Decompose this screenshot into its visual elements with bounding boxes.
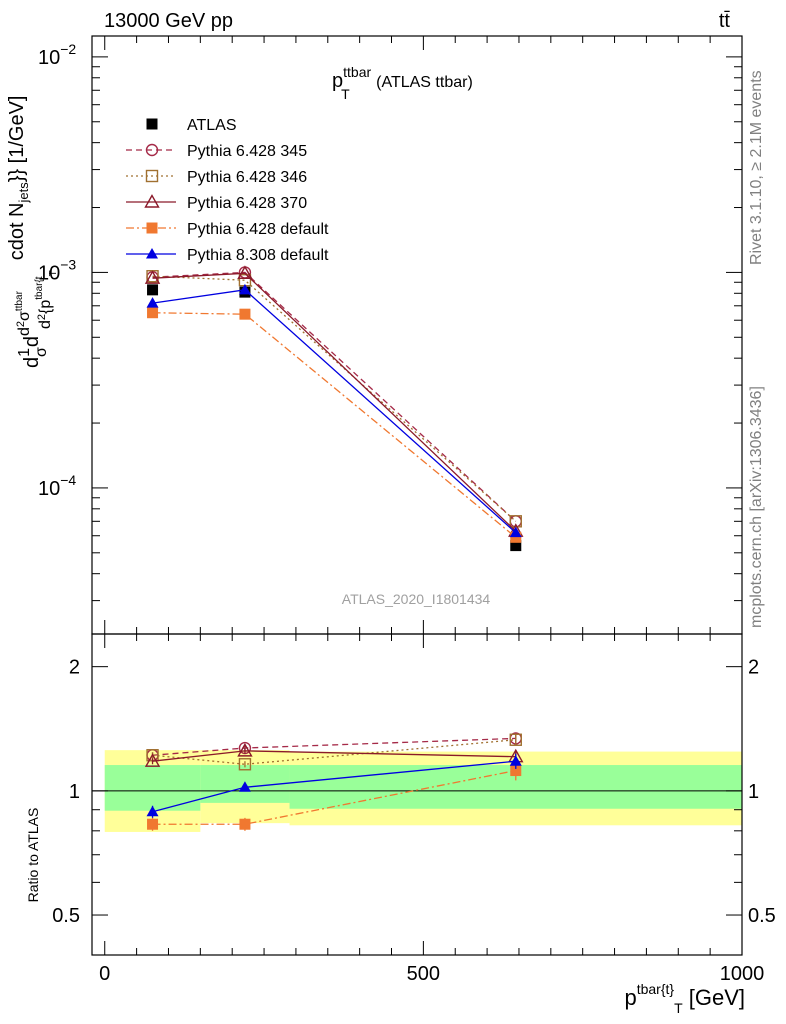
main-series-line-2 [152, 275, 517, 522]
ratio-y-tick-label-0: 0.5 [52, 905, 80, 927]
ylabel-part-13: cdot N [6, 202, 28, 260]
ratio-point-4-2 [509, 755, 522, 766]
xlabel-rest: [GeV] [683, 985, 745, 1010]
ylabel-part-1: 1 [16, 348, 33, 357]
legend-label-5: Pythia 8.308 default [187, 247, 329, 264]
rivet-version-label: Rivet 3.1.10, ≥ 2.1M events [748, 70, 765, 265]
legend-label-2: Pythia 6.428 346 [187, 169, 307, 186]
main-y-tick-exp-2: −4 [60, 472, 76, 488]
ratio-point-4-0 [146, 805, 159, 817]
legend-marker-2 [145, 169, 159, 183]
x-tick-label-0: 0 [99, 963, 110, 985]
ratio-frame [91, 633, 743, 956]
title-sup: ttbar [343, 64, 371, 80]
main-point-0-0 [147, 284, 159, 296]
legend-label-3: Pythia 6.428 370 [187, 195, 307, 212]
main-y-axis-label: d1σdd2σttbard2{ptbar{tTcdot Njets}} [1/G… [6, 96, 59, 368]
ylabel-part-10: {p [37, 300, 54, 314]
main-y-tick-label-2: 10−4 [38, 472, 76, 500]
ratio-uncertainty-bands [92, 750, 742, 832]
green-band-0 [104, 765, 201, 811]
main-series-group [144, 265, 524, 552]
mcplots-label: mcplots.cern.ch [arXiv:1306.3436] [748, 386, 765, 628]
main-point-0-2 [510, 540, 522, 552]
ratio-point-1-1 [238, 758, 252, 771]
main-point-5-2 [509, 526, 522, 538]
main-point-3-0 [144, 270, 161, 284]
ylabel-part-3: d [21, 336, 43, 347]
title-rest: (ATLAS ttbar) [372, 74, 473, 91]
ylabel-part-5: 2 [15, 321, 27, 327]
main-series-line-5 [152, 289, 517, 534]
xlabel-main: p [624, 985, 636, 1010]
header-left-label: 13000 GeV pp [104, 10, 233, 32]
ratio-y-tick-label-1: 1 [69, 781, 80, 803]
ratio-point-2-1 [237, 742, 253, 757]
main-y-tick-exp-0: −2 [60, 41, 76, 57]
main-series-line-1 [152, 271, 517, 522]
ratio-point-3-2 [510, 765, 522, 777]
legend-marker-3 [144, 194, 160, 208]
main-series-line-4 [152, 312, 517, 538]
x-tick-label-1: 500 [407, 963, 440, 985]
ylabel-part-7: ttbar [14, 290, 25, 311]
ratio-point-3-1 [239, 818, 251, 830]
ratio-y-tick-label-right-2: 2 [748, 657, 759, 679]
main-y-tick-label-0: 10−2 [38, 41, 76, 69]
ylabel-part-9: 2 [36, 314, 48, 320]
ylabel-part-12: T [48, 270, 59, 276]
plot-title: pttbar T (ATLAS ttbar) [332, 64, 473, 102]
ratio-y-tick-label-2: 2 [69, 657, 80, 679]
main-y-tick-base-0: 10 [38, 47, 60, 69]
legend-marker-1 [145, 143, 159, 157]
main-y-tick-exp-1: −3 [60, 256, 76, 272]
ylabel-part-4: d [16, 327, 33, 336]
main-y-tick-base-2: 10 [38, 478, 60, 500]
legend-marker-0 [146, 118, 158, 130]
xlabel-sup: tbar{t} [637, 981, 675, 997]
ratio-point-1-2 [509, 733, 522, 746]
main-point-4-0 [147, 307, 159, 319]
analysis-watermark: ATLAS_2020_I1801434 [342, 591, 491, 607]
ratio-point-2-0 [144, 753, 161, 767]
ylabel-part-8: d [37, 320, 54, 329]
legend-marker-4 [146, 222, 158, 234]
x-tick-label-2: 1000 [720, 963, 765, 985]
legend-label-1: Pythia 6.428 345 [187, 143, 307, 160]
ratio-y-axis-label: Ratio to ATLAS [25, 808, 41, 903]
ylabel-part-14: jets [16, 182, 31, 204]
main-point-4-2 [510, 531, 522, 543]
ratio-point-3-0 [147, 818, 159, 830]
ratio-y-tick-label-right-1: 1 [748, 781, 759, 803]
main-point-5-1 [238, 283, 251, 295]
ratio-series-group [144, 732, 524, 831]
ylabel-part-6: σ [16, 311, 33, 321]
header-right-label: tt̄ [719, 10, 731, 32]
main-point-4-1 [239, 308, 251, 320]
legend-marker-5 [146, 248, 158, 259]
title-sub: T [341, 86, 350, 102]
legend: ATLAS Pythia 6.428 345 Pythia 6.428 346 Pyt… [126, 117, 329, 264]
main-series-line-3 [152, 272, 517, 532]
ratio-y-tick-label-right-0: 0.5 [748, 905, 776, 927]
main-point-3-1 [237, 265, 253, 280]
ylabel-part-0: d [21, 357, 43, 368]
xlabel-sub: T [674, 1000, 683, 1016]
ylabel-part-15: }} [1/GeV] [6, 96, 28, 183]
main-y-tick-label-1: 10−3 [38, 256, 76, 284]
ylabel-part-2: σ [33, 347, 50, 357]
legend-label-4: Pythia 6.428 default [187, 221, 329, 238]
x-axis-label: ptbar{t} T [GeV] [624, 981, 745, 1016]
svg-text:d1σdd2σttbard2{ptbar{tTcdot Nj: d1σdd2σttbard2{ptbar{tTcdot Njets}} [1/G… [6, 96, 59, 368]
main-y-tick-base-1: 10 [38, 262, 60, 284]
ylabel-part-11: tbar{t [34, 276, 45, 300]
ratio-point-4-1 [238, 781, 251, 792]
main-point-5-0 [146, 297, 159, 308]
title-main: p [332, 70, 343, 92]
legend-label-0: ATLAS [187, 117, 237, 134]
